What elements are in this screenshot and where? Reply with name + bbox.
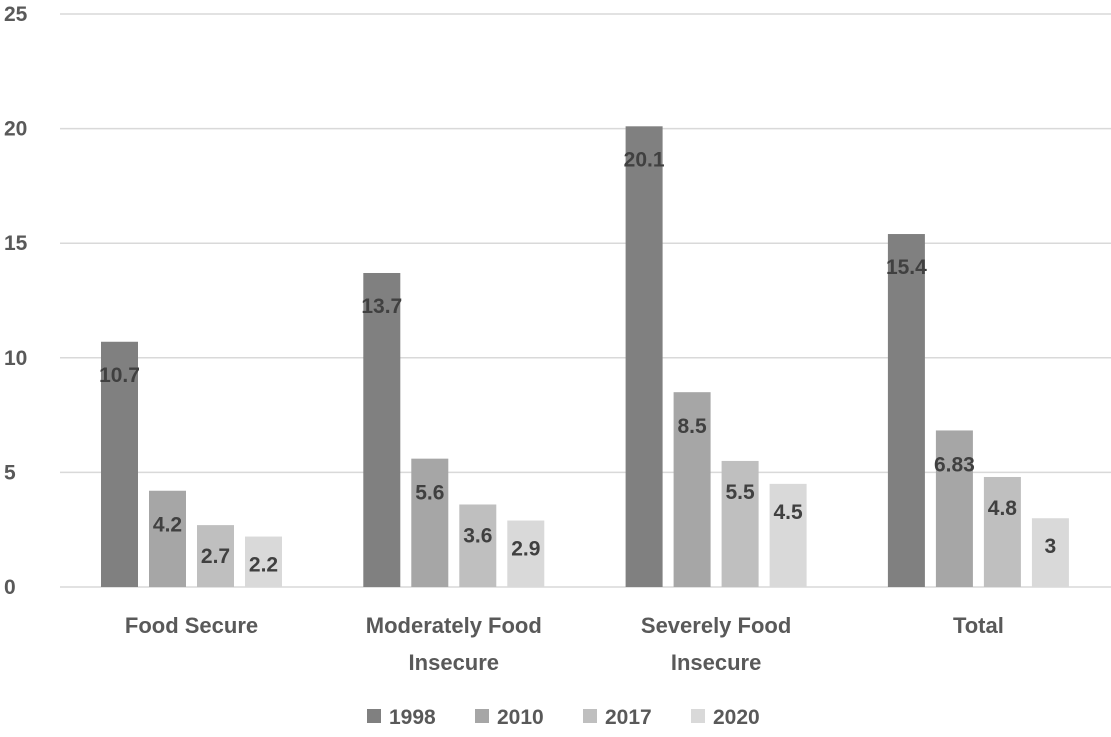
data-label: 2.2 (249, 554, 278, 577)
y-tick-label: 5 (4, 461, 16, 484)
category-label: Total (953, 613, 1004, 638)
bar-1998 (625, 126, 663, 588)
category-label: Food Secure (125, 613, 258, 638)
data-label: 15.4 (886, 256, 927, 279)
legend-swatch-2017 (583, 709, 597, 723)
gridlines (60, 13, 1111, 588)
data-labels: 10.7 4.2 2.7 2.2 13.7 5.6 3.6 2.9 20.1 8.5 5.5 4.5 1… (99, 148, 1056, 576)
legend-label: 1998 (389, 706, 436, 729)
bar-2020 (1031, 518, 1069, 587)
bar-2010 (935, 430, 973, 587)
data-label: 13.7 (361, 295, 402, 318)
bar-2020 (245, 536, 282, 587)
category-label: Moderately Food (366, 613, 542, 638)
bar-1998 (101, 341, 138, 587)
data-label: 8.5 (677, 415, 707, 438)
bar-2010 (149, 490, 186, 587)
y-axis: 0 5 10 15 20 25 (4, 3, 28, 599)
category-label: Severely Food (641, 613, 791, 638)
legend-label: 2020 (713, 706, 760, 729)
bar-2017 (459, 504, 497, 587)
y-tick-label: 25 (4, 3, 28, 26)
bar-1998 (887, 234, 925, 588)
bars (101, 126, 1069, 588)
x-axis: Food Secure Moderately Food Insecure Severe… (125, 613, 1004, 675)
y-tick-label: 20 (4, 118, 27, 141)
data-label: 5.5 (725, 481, 755, 504)
bar-2017 (197, 525, 234, 587)
bar-2010 (673, 392, 711, 587)
data-label: 5.6 (415, 482, 444, 505)
bar-2020 (769, 483, 807, 587)
data-label: 2.9 (511, 538, 540, 561)
legend-label: 2017 (605, 706, 652, 729)
category-label: Insecure (409, 650, 500, 675)
data-label: 4.2 (153, 514, 182, 537)
data-label: 4.5 (773, 501, 803, 524)
bar-2010 (411, 458, 449, 587)
legend: 1998 2010 2017 2020 (367, 706, 760, 729)
bar-2017 (983, 476, 1021, 587)
legend-label: 2010 (497, 706, 544, 729)
y-tick-label: 10 (4, 347, 27, 370)
y-tick-label: 15 (4, 232, 28, 255)
data-label: 20.1 (624, 148, 665, 171)
data-label: 3.6 (463, 524, 492, 547)
bar-2020 (507, 520, 545, 587)
data-label: 6.83 (934, 453, 975, 476)
legend-swatch-1998 (367, 709, 381, 723)
data-label: 4.8 (988, 497, 1018, 520)
category-label: Insecure (671, 650, 762, 675)
bar-1998 (363, 272, 401, 587)
data-label: 10.7 (99, 364, 140, 387)
legend-swatch-2010 (475, 709, 489, 723)
data-label: 2.7 (201, 545, 230, 568)
bar-2017 (721, 460, 759, 587)
legend-swatch-2020 (691, 709, 705, 723)
data-label: 3 (1045, 535, 1057, 558)
y-tick-label: 0 (4, 576, 16, 599)
